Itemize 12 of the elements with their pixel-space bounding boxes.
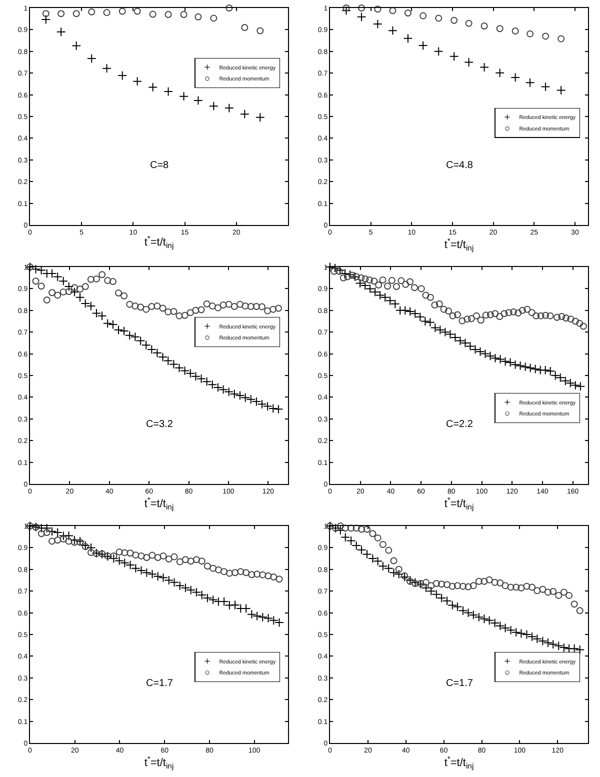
x-axis-title: t$^{*}$=t/t$_{inj}$ [444,495,474,512]
x-axis-title: t$^{*}$=t/t$_{inj}$ [144,234,174,250]
x-axis-title: t$^{*}$=t/t$_{inj}$ [144,495,174,512]
x-axis-title: t$^{*}$=t/t$_{inj}$ [144,754,174,770]
annotation: C=1.7 [446,678,474,689]
annotation: C=4.8 [446,160,474,171]
x-axis-title: t$^{*}$=t/t$_{inj}$ [444,754,474,770]
annotation: C=2.2 [446,419,474,430]
annotation: C=8 [150,160,170,171]
annotation: C=3.2 [146,419,174,430]
annotation: C=1.7 [146,678,174,689]
x-axis-title: t$^{*}$=t/t$_{inj}$ [444,236,474,252]
